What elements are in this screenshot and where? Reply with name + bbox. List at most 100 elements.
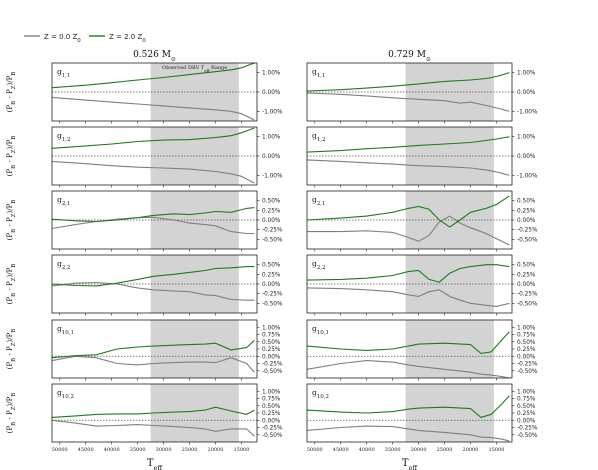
y-tick-label: 0.25%: [517, 411, 536, 417]
series-z0-line: [52, 355, 255, 373]
y-tick-label: -0.50%: [262, 237, 283, 243]
y-tick-label: 1.00%: [517, 389, 536, 395]
y-tick-label: 0.75%: [517, 333, 536, 339]
x-tick-label: 30000: [156, 447, 172, 453]
y-tick-label: -0.50%: [517, 369, 538, 375]
x-axis-label: Teff: [147, 458, 164, 470]
x-tick-label: 50000: [307, 447, 323, 453]
y-tick-label: 0.25%: [517, 208, 536, 214]
y-tick-label: -1.00%: [262, 109, 283, 115]
series-z0-line: [52, 96, 255, 121]
panel-label: g1,1: [312, 67, 326, 79]
series-z0-line: [307, 92, 510, 112]
y-tick-label: 0.25%: [262, 347, 281, 353]
y-tick-label: 0.50%: [517, 340, 536, 346]
x-tick-label: 20000: [208, 447, 224, 453]
y-axis-label: (PB - PZ)/PB: [6, 329, 17, 370]
y-tick-label: 0.00%: [517, 154, 536, 160]
observed-range-label: Observed DBV Teff Range: [162, 65, 227, 73]
y-tick-label: 0.00%: [517, 354, 536, 360]
y-tick-label: 0.75%: [262, 397, 281, 403]
panel: 1.00% 0.00% -1.00% g1,2: [306, 126, 538, 188]
y-tick-label: 0.25%: [262, 272, 281, 278]
x-axis-label: Teff: [402, 458, 419, 470]
y-tick-label: 0.00%: [262, 354, 281, 360]
y-tick-label: -0.25%: [262, 426, 283, 432]
x-tick-label: 15000: [233, 447, 249, 453]
column-title: 0.526 M⊙: [133, 50, 176, 63]
panel-label: g2,2: [312, 259, 326, 271]
series-z0-line: [307, 159, 510, 176]
y-tick-label: 0.00%: [262, 282, 281, 288]
x-tick-label: 25000: [437, 447, 453, 453]
y-tick-label: 0.50%: [262, 199, 281, 205]
y-tick-label: -0.25%: [517, 228, 538, 234]
series-z2-line: [307, 72, 510, 92]
panel: 1.00% 0.00% -1.00% g1,2 (PB - PZ)/PB: [6, 126, 283, 188]
y-tick-label: -0.25%: [517, 362, 538, 368]
x-tick-label: 20000: [463, 447, 479, 453]
series-z0-line: [307, 287, 510, 307]
y-axis-label: (PB - PZ)/PB: [6, 200, 17, 241]
panel: 1.00% 0.75%0.50%0.25%0.00% -0.25%-0.50% g10…: [6, 319, 283, 381]
panel: 0.50% 0.25% 0.00% -0.25% -0.50% g2,2: [306, 254, 538, 316]
observed-range-shade: [405, 320, 494, 378]
series-z2-line: [52, 406, 255, 418]
series-z0-line: [307, 425, 510, 442]
series-z2-line: [307, 195, 510, 228]
y-tick-label: -1.00%: [517, 109, 538, 115]
y-tick-label: -0.50%: [517, 433, 538, 439]
series-z2-line: [52, 207, 255, 223]
observed-range-shade: [150, 320, 239, 378]
y-tick-label: -0.25%: [517, 426, 538, 432]
y-tick-label: -1.00%: [262, 173, 283, 179]
y-axis-label: (PB - PZ)/PB: [6, 264, 17, 305]
panel: 0.50% 0.25% 0.00% -0.25% -0.50% g2,2 (PB - PZ)…: [6, 254, 283, 316]
y-tick-label: -0.50%: [262, 369, 283, 375]
panel: 1.00% 0.00% -1.00% g1,1: [306, 62, 538, 124]
panel-label: g2,1: [312, 195, 326, 207]
series-z2-line: [307, 136, 510, 153]
y-tick-label: -0.50%: [517, 237, 538, 243]
x-tick-label: 25000: [182, 447, 198, 453]
panel-label: g10,2: [57, 388, 74, 400]
series-z2-line: [307, 395, 510, 419]
y-tick-label: -0.50%: [517, 301, 538, 307]
x-tick-label: 45000: [78, 447, 94, 453]
y-tick-label: 0.50%: [517, 199, 536, 205]
y-tick-label: 0.75%: [262, 333, 281, 339]
panel: 1.00% 0.00% -1.00% g1,1 (PB - PZ)/PB Observed…: [6, 62, 283, 124]
panel-label: g1,2: [312, 131, 326, 143]
series-z0-line: [307, 215, 510, 246]
panel: 1.00% 0.75%0.50%0.25%0.00% -0.25%-0.50% g10…: [306, 319, 538, 381]
panel: 50000 45000 40000 35000 30000 25000 20000 15000…: [306, 383, 538, 453]
x-tick-label: 50000: [52, 447, 68, 453]
y-tick-label: 0.75%: [517, 397, 536, 403]
y-tick-label: 0.00%: [517, 418, 536, 424]
y-tick-label: 1.00%: [262, 135, 281, 141]
panel-label: g1,1: [57, 67, 71, 79]
x-tick-label: 30000: [411, 447, 427, 453]
y-tick-label: 0.00%: [262, 218, 281, 224]
series-z0-line: [52, 160, 255, 184]
y-tick-label: -0.25%: [262, 228, 283, 234]
x-tick-label: 15000: [488, 447, 504, 453]
series-z2-line: [52, 127, 255, 149]
series-z0-line: [52, 281, 255, 301]
y-axis-label: (PB - PZ)/PB: [6, 393, 17, 434]
y-tick-label: 0.00%: [262, 154, 281, 160]
y-tick-label: 0.50%: [262, 340, 281, 346]
series-z2-line: [52, 339, 255, 359]
y-tick-label: 1.00%: [517, 325, 536, 331]
y-tick-label: 0.25%: [262, 411, 281, 417]
y-axis-label: (PB - PZ)/PB: [6, 72, 17, 113]
legend-label: Z = 0.0 Z0: [44, 33, 81, 44]
series-z2-line: [307, 264, 510, 283]
x-tick-label: 45000: [333, 447, 349, 453]
x-tick-label: 40000: [359, 447, 375, 453]
y-tick-label: -1.00%: [517, 173, 538, 179]
column-title: 0.729 M⊙: [388, 50, 431, 63]
y-tick-label: 0.25%: [517, 272, 536, 278]
panel-label: g10,2: [312, 388, 329, 400]
series-z0-line: [307, 360, 510, 378]
